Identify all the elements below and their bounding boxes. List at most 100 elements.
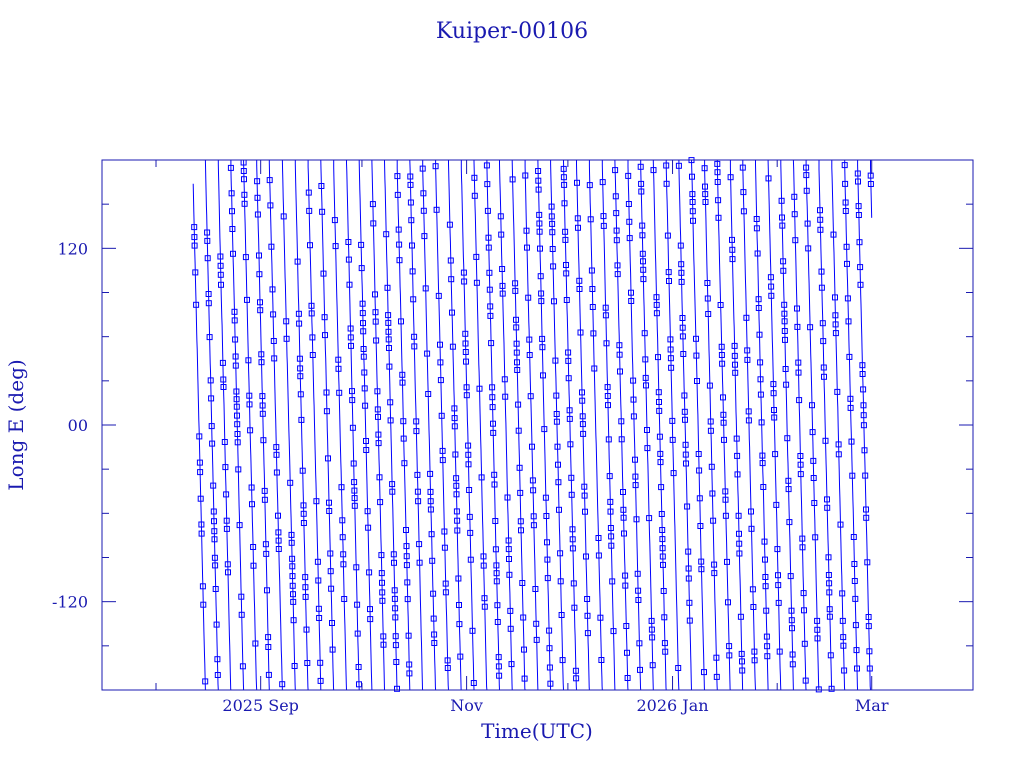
data-point-marker xyxy=(733,435,740,442)
data-point-marker xyxy=(668,364,675,371)
data-point-marker xyxy=(230,250,236,257)
data-point-marker xyxy=(536,228,543,235)
data-point-marker xyxy=(480,553,487,560)
data-point-marker xyxy=(535,168,542,174)
data-point-marker xyxy=(270,311,277,318)
data-point-marker xyxy=(763,633,770,640)
data-point-marker xyxy=(630,377,637,384)
data-point-marker xyxy=(385,319,392,326)
data-point-marker xyxy=(579,413,586,420)
data-point-marker xyxy=(856,239,863,246)
data-point-marker xyxy=(776,648,783,655)
data-point-marker xyxy=(632,456,638,463)
data-point-marker xyxy=(275,512,281,519)
data-point-marker xyxy=(620,514,627,521)
series-line-segment xyxy=(767,160,782,691)
data-point-marker xyxy=(779,222,786,229)
data-point-marker xyxy=(724,558,730,565)
data-point-marker xyxy=(736,530,742,537)
data-point-marker xyxy=(775,572,781,579)
data-point-marker xyxy=(722,496,729,503)
data-point-marker xyxy=(753,216,760,222)
data-point-marker xyxy=(386,363,393,370)
data-point-marker xyxy=(788,607,795,614)
data-point-marker xyxy=(392,614,399,621)
data-point-marker xyxy=(242,254,249,261)
data-point-marker xyxy=(563,270,570,277)
data-point-marker xyxy=(722,512,729,519)
data-point-marker xyxy=(257,299,263,306)
data-point-marker xyxy=(659,527,666,533)
data-point-marker xyxy=(354,601,361,608)
data-point-marker xyxy=(204,255,211,262)
data-point-marker xyxy=(331,217,338,224)
data-point-marker xyxy=(607,508,614,515)
data-point-marker xyxy=(326,499,332,506)
data-point-marker xyxy=(762,583,769,590)
data-point-marker xyxy=(233,396,240,403)
data-point-marker xyxy=(565,357,572,364)
data-point-marker xyxy=(784,435,791,442)
data-point-marker xyxy=(234,431,241,437)
data-point-marker xyxy=(341,596,348,602)
data-point-marker xyxy=(250,562,257,569)
data-point-marker xyxy=(202,678,209,685)
data-point-marker xyxy=(715,214,722,221)
data-point-marker xyxy=(709,490,716,497)
data-point-marker xyxy=(841,667,848,674)
data-point-marker xyxy=(689,199,696,205)
data-point-marker xyxy=(505,537,512,544)
data-point-marker xyxy=(270,338,277,344)
data-point-marker xyxy=(487,312,494,319)
data-point-marker xyxy=(721,436,727,443)
data-point-marker xyxy=(544,556,551,563)
data-point-marker xyxy=(254,211,261,218)
series-line-segment xyxy=(792,160,807,691)
data-point-marker xyxy=(490,420,496,427)
data-point-marker xyxy=(602,304,609,311)
data-point-marker xyxy=(297,391,304,398)
data-point-marker xyxy=(731,342,738,349)
data-point-marker xyxy=(505,546,512,553)
data-point-marker xyxy=(803,164,810,171)
data-point-marker xyxy=(372,309,379,316)
data-point-marker xyxy=(860,422,867,429)
data-point-marker xyxy=(834,388,841,395)
data-point-marker xyxy=(364,508,371,515)
data-point-marker xyxy=(661,640,668,647)
data-point-marker xyxy=(859,362,866,369)
data-point-marker xyxy=(452,451,459,458)
data-point-marker xyxy=(682,451,689,458)
data-point-marker xyxy=(706,382,713,389)
data-point-marker xyxy=(785,477,792,484)
series-line-segment xyxy=(780,160,794,691)
data-point-marker xyxy=(535,177,542,184)
data-point-marker xyxy=(309,352,316,358)
series-line-segment xyxy=(576,160,590,691)
data-point-marker xyxy=(197,495,204,502)
data-point-marker xyxy=(604,393,611,399)
data-point-marker xyxy=(379,589,386,596)
data-point-marker xyxy=(537,245,543,252)
data-point-marker xyxy=(414,488,421,495)
data-point-marker xyxy=(471,174,478,181)
data-point-marker xyxy=(513,324,520,331)
data-point-marker xyxy=(241,191,248,198)
data-point-marker xyxy=(573,675,580,682)
data-point-marker xyxy=(396,241,403,248)
data-point-marker xyxy=(529,477,536,484)
data-point-marker xyxy=(753,225,760,232)
data-point-marker xyxy=(520,614,527,621)
data-point-marker xyxy=(507,607,514,614)
data-point-marker xyxy=(579,397,586,404)
data-point-marker xyxy=(197,469,204,476)
data-point-marker xyxy=(561,181,568,188)
data-point-marker xyxy=(370,220,377,227)
data-point-marker xyxy=(555,479,562,486)
data-point-marker xyxy=(863,514,870,521)
data-point-marker xyxy=(275,529,282,536)
data-point-marker xyxy=(562,228,569,235)
data-point-marker xyxy=(726,652,733,659)
series-line-segment xyxy=(294,160,309,691)
data-point-marker xyxy=(634,570,641,577)
